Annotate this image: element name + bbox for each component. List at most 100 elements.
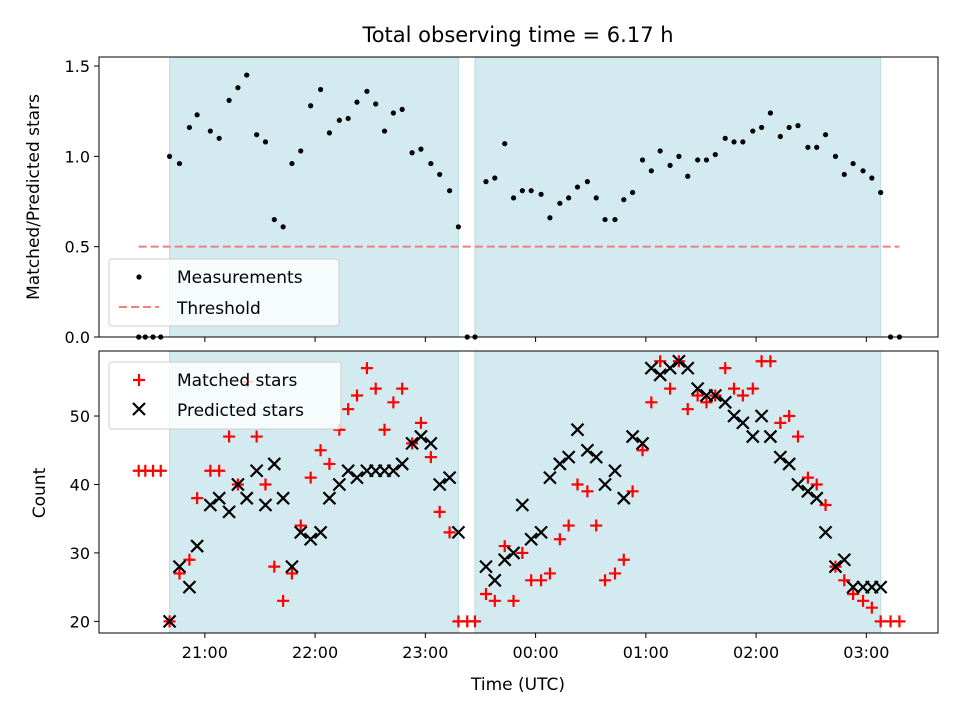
predicted-star-point: [791, 477, 805, 492]
matched-star-point: [719, 362, 732, 375]
measurement-point: [584, 179, 591, 185]
measurement-point: [289, 160, 295, 167]
matched-star-point: [468, 615, 481, 628]
measurement-point: [528, 188, 534, 194]
predicted-star-point: [570, 422, 585, 437]
measurement-point: [538, 191, 544, 197]
matched-star-point: [414, 416, 427, 429]
y-tick-label: 50: [70, 407, 90, 426]
measurement-point: [354, 99, 360, 105]
predicted-star-point: [553, 457, 567, 471]
measurement-point: [428, 160, 434, 167]
predicted-star-point: [580, 443, 595, 458]
measurement-point: [216, 135, 222, 141]
matched-star-point: [387, 396, 400, 409]
measurement-point: [676, 153, 682, 159]
measurement-points: [136, 72, 903, 340]
bottom-x-axis: 21:00 22:00 23:00 00:00 01:00 02:00 03:00: [182, 633, 889, 662]
matched-star-point: [746, 382, 759, 395]
predicted-star-point: [451, 525, 466, 540]
matched-star-point: [636, 444, 649, 457]
measurements-legend-label: Measurements: [177, 268, 303, 288]
matched-star-point: [857, 594, 870, 607]
predicted-star-point: [672, 354, 686, 369]
predicted-star-point: [341, 464, 355, 478]
measurement-point: [860, 168, 866, 174]
matched-star-point: [865, 601, 878, 614]
predicted-star-point: [653, 368, 667, 382]
measurement-point: [364, 88, 370, 94]
predicted-star-point: [231, 477, 245, 492]
matched-star-point: [323, 457, 336, 470]
predicted-star-point: [249, 464, 264, 478]
matched-star-point: [516, 546, 529, 559]
matched-star-point: [342, 403, 355, 416]
measurement-point: [602, 216, 608, 223]
measurement-point: [207, 128, 213, 134]
measurement-point: [841, 171, 847, 178]
observing-windows-top: [169, 56, 882, 338]
predicted-star-point: [718, 395, 732, 410]
matched-star-point: [396, 382, 409, 395]
predicted-star-point: [534, 525, 548, 540]
measurements-legend-marker: [136, 274, 142, 280]
matched-star-point: [553, 533, 566, 546]
measurement-point: [336, 117, 342, 123]
predicted-star-point: [690, 381, 705, 396]
measurement-point: [786, 124, 792, 131]
predicted-star-point: [754, 409, 769, 423]
matched-star-point: [433, 505, 446, 518]
measurement-point: [685, 173, 691, 179]
bottom-legend: Matched stars Predicted stars: [108, 361, 342, 430]
matched-star-point: [213, 464, 226, 477]
bottom-y-axis-label: Count: [30, 467, 50, 518]
predicted-star-point: [303, 532, 318, 547]
measurement-point: [399, 106, 405, 112]
measurement-point: [373, 101, 379, 107]
predicted-star-point: [424, 436, 438, 451]
matched-star-point: [479, 587, 492, 600]
predicted-star-point: [837, 552, 852, 567]
measurement-point: [712, 151, 718, 158]
predicted-star-point: [222, 505, 236, 519]
matched-star-point: [893, 615, 906, 628]
measurement-point: [381, 128, 388, 134]
predicted-star-point: [589, 450, 604, 464]
predicted-star-point: [497, 552, 512, 567]
measurement-point: [740, 139, 746, 145]
predicted-star-point: [479, 559, 493, 574]
measurement-point: [244, 72, 250, 78]
matched-star-point: [736, 389, 749, 402]
measurement-point: [502, 141, 508, 147]
matched-star-point: [654, 355, 667, 368]
measurement-point: [850, 160, 856, 167]
matched-star-point: [681, 403, 694, 416]
measurement-point: [767, 110, 774, 116]
predicted-star-point: [313, 525, 328, 540]
count-panel: 20 30 40 50 21:00 22:00 23:00 00:00 01:00 02:00 0…: [30, 350, 939, 695]
predicted-star-point: [172, 559, 187, 574]
predicted-star-point: [414, 429, 428, 444]
measurement-point: [271, 216, 277, 223]
bottom-legend-box: [108, 361, 342, 430]
measurement-point: [805, 144, 811, 150]
measurement-point: [186, 124, 193, 131]
predicted-star-point: [395, 457, 409, 471]
x-tick-label: 23:00: [402, 643, 448, 662]
predicted-star-point: [432, 477, 447, 492]
measurement-point: [280, 224, 286, 230]
measurement-point: [814, 144, 820, 150]
predicted-star-point: [524, 532, 538, 547]
predicted-star-point: [782, 457, 796, 471]
top-y-axis-label: Matched/Predicted stars: [24, 94, 44, 300]
predicted-star-point: [708, 388, 723, 403]
predicted-star-point: [386, 464, 401, 478]
matched-star-point: [378, 423, 391, 436]
measurement-point: [390, 110, 396, 116]
predicted-star-point: [561, 450, 576, 464]
top-y-axis: 0.0 0.5 1.0 1.5: [65, 57, 99, 347]
predicted-star-point: [442, 470, 457, 485]
measurement-point: [759, 124, 765, 131]
y-tick-label: 20: [70, 612, 90, 631]
observing-windows-bottom: [169, 350, 882, 634]
